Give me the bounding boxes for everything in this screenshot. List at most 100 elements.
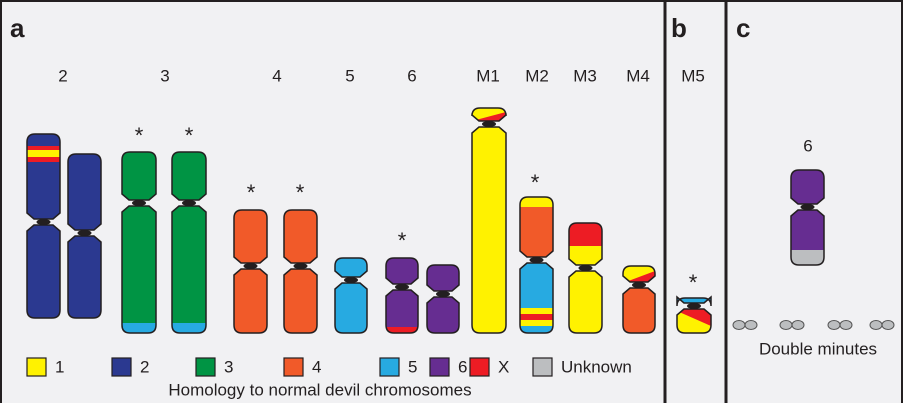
- asterisk: *: [135, 123, 144, 148]
- arm: [386, 290, 418, 333]
- double-minutes-label: Double minutes: [759, 339, 877, 358]
- arm: [122, 206, 156, 333]
- arm: [172, 206, 206, 333]
- arm: [284, 210, 317, 263]
- arm: [386, 258, 418, 284]
- centromere: [182, 200, 196, 206]
- chromosome: [791, 170, 824, 270]
- arm: [335, 283, 367, 333]
- chromosome: [623, 266, 655, 333]
- chromosome: [284, 210, 317, 333]
- chromosome: [386, 258, 418, 340]
- legend-label: 3: [224, 357, 233, 376]
- centromere: [632, 282, 646, 288]
- legend-swatch: [430, 358, 449, 376]
- centromere: [132, 200, 146, 206]
- double-minute: [828, 321, 840, 330]
- band: [27, 146, 60, 150]
- centromere: [78, 230, 92, 236]
- panel-label: b: [671, 13, 687, 43]
- chromosome-label: 5: [345, 66, 354, 85]
- double-minute: [792, 321, 804, 330]
- asterisk: *: [398, 228, 407, 253]
- band: [27, 150, 60, 157]
- band: [520, 314, 553, 320]
- legend-swatch: [470, 358, 489, 376]
- double-minute: [882, 321, 894, 330]
- chromosome: [172, 152, 206, 340]
- chromosome: [27, 134, 60, 318]
- chromosome: [122, 152, 156, 340]
- asterisk: *: [296, 180, 305, 205]
- double-minute: [870, 321, 882, 330]
- double-minute: [733, 321, 745, 330]
- arm: [172, 152, 206, 200]
- asterisk: *: [531, 170, 540, 195]
- arm: [623, 288, 655, 333]
- centromere: [344, 277, 358, 283]
- legend-label: 5: [408, 357, 417, 376]
- arm: [68, 236, 101, 318]
- chromosome-label: M2: [525, 66, 549, 85]
- centromere: [294, 263, 308, 269]
- arm: [27, 225, 60, 318]
- arm: [472, 127, 506, 333]
- legend-swatch: [112, 358, 131, 376]
- band: [27, 157, 60, 162]
- arm: [234, 269, 267, 333]
- double-minute: [745, 321, 757, 330]
- legend-label: 4: [312, 357, 321, 376]
- panel-label: a: [10, 13, 25, 43]
- arm: [284, 269, 317, 333]
- arm: [427, 265, 459, 291]
- arm: [68, 154, 101, 230]
- centromere: [395, 284, 409, 290]
- centromere: [37, 219, 51, 225]
- chromosome: [234, 210, 267, 333]
- chromosome-label: 6: [407, 66, 416, 85]
- double-minute: [840, 321, 852, 330]
- arm: [791, 170, 824, 204]
- centromere: [687, 303, 701, 309]
- band: [520, 320, 553, 326]
- chromosome: [427, 265, 459, 333]
- legend-label: 1: [55, 357, 64, 376]
- asterisk: *: [689, 270, 698, 295]
- centromere: [530, 257, 544, 263]
- centromere: [436, 291, 450, 297]
- legend-label: Unknown: [561, 357, 632, 376]
- arm: [122, 152, 156, 200]
- chromosome: [569, 223, 602, 333]
- centromere: [801, 204, 815, 210]
- legend-swatch: [284, 358, 303, 376]
- chromosome-label: 3: [160, 66, 169, 85]
- double-minute: [780, 321, 792, 330]
- chromosome: [335, 258, 367, 333]
- chromosome-label: M4: [626, 66, 650, 85]
- legend-label: 2: [140, 357, 149, 376]
- figure: a b c 2 3 4 5 6 M1 M2 M3 M4 M5 * * * * * * * 1 2 3 4 5 6 X Unknown H…: [0, 0, 903, 403]
- chromosome: [472, 108, 506, 333]
- chromosome-label: 6: [803, 136, 812, 155]
- legend-swatch: [196, 358, 215, 376]
- chromosome-label: 4: [272, 66, 281, 85]
- asterisk: *: [247, 180, 256, 205]
- legend-label: X: [498, 357, 509, 376]
- arm: [234, 210, 267, 263]
- legend-caption: Homology to normal devil chromosomes: [168, 380, 471, 399]
- band: [520, 308, 553, 314]
- centromere: [482, 121, 496, 127]
- chromosome-label: M5: [681, 66, 705, 85]
- legend-swatch: [27, 358, 46, 376]
- chromosome-label: M3: [573, 66, 597, 85]
- arm: [427, 297, 459, 333]
- arm: [569, 271, 602, 333]
- panel-label: c: [736, 13, 750, 43]
- centromere: [244, 263, 258, 269]
- chromosome-label: M1: [476, 66, 500, 85]
- chromosome-label: 2: [58, 66, 67, 85]
- legend-swatch: [533, 358, 552, 376]
- legend-label: 6: [458, 357, 467, 376]
- legend-swatch: [380, 358, 399, 376]
- asterisk: *: [185, 123, 194, 148]
